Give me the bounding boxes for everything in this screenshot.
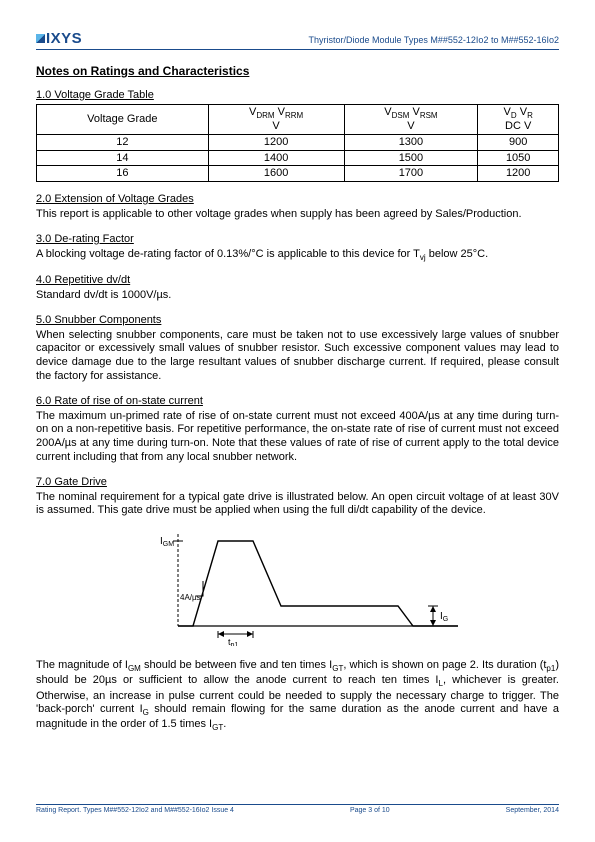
page-title: Notes on Ratings and Characteristics	[36, 64, 559, 78]
final-paragraph: The magnitude of IGM should be between f…	[36, 659, 559, 734]
section-4-body: Standard dv/dt is 1000V/µs.	[36, 289, 559, 303]
svg-text:4A/µs: 4A/µs	[180, 593, 201, 602]
section-7-title: 7.0 Gate Drive	[36, 476, 559, 488]
logo-text: IXYS	[46, 30, 82, 47]
section-5-title: 5.0 Snubber Components	[36, 314, 559, 326]
th-vdrm: VDRM VRRM V	[208, 105, 344, 135]
section-1-title: 1.0 Voltage Grade Table	[36, 89, 559, 101]
section-6-title: 6.0 Rate of rise of on-state current	[36, 395, 559, 407]
section-7-body: The nominal requirement for a typical ga…	[36, 491, 559, 519]
section-5-body: When selecting snubber components, care …	[36, 329, 559, 384]
section-3-title: 3.0 De-rating Factor	[36, 233, 559, 245]
footer-center: Page 3 of 10	[350, 807, 390, 814]
svg-text:tp1: tp1	[228, 637, 238, 646]
svg-text:IGM: IGM	[160, 536, 174, 548]
section-4-title: 4.0 Repetitive dv/dt	[36, 274, 559, 286]
voltage-grade-table: Voltage Grade VDRM VRRM V VDSM VRSM V VD…	[36, 104, 559, 182]
footer-left: Rating Report. Types M##552-12Io2 and M#…	[36, 807, 234, 814]
table-row: 14 1400 1500 1050	[37, 150, 559, 166]
section-2-body: This report is applicable to other volta…	[36, 208, 559, 222]
section-2-title: 2.0 Extension of Voltage Grades	[36, 193, 559, 205]
th-vd: VD VR DC V	[478, 105, 559, 135]
logo-icon	[36, 34, 45, 43]
th-grade: Voltage Grade	[37, 105, 209, 135]
section-6-body: The maximum un-primed rate of rise of on…	[36, 410, 559, 465]
footer: Rating Report. Types M##552-12Io2 and M#…	[36, 804, 559, 814]
header: IXYS Thyristor/Diode Module Types M##552…	[36, 30, 559, 50]
doc-type: Thyristor/Diode Module Types M##552-12Io…	[309, 35, 559, 45]
table-row: 12 1200 1300 900	[37, 135, 559, 151]
gate-drive-svg: IGM 4A/µs tp1 IG	[118, 526, 478, 646]
logo: IXYS	[36, 30, 82, 47]
svg-text:IG: IG	[440, 611, 448, 623]
table-row: 16 1600 1700 1200	[37, 166, 559, 182]
th-vdsm: VDSM VRSM V	[344, 105, 478, 135]
gate-drive-diagram: IGM 4A/µs tp1 IG	[36, 526, 559, 649]
section-3-body: A blocking voltage de-rating factor of 0…	[36, 248, 559, 263]
footer-right: September, 2014	[506, 807, 559, 814]
